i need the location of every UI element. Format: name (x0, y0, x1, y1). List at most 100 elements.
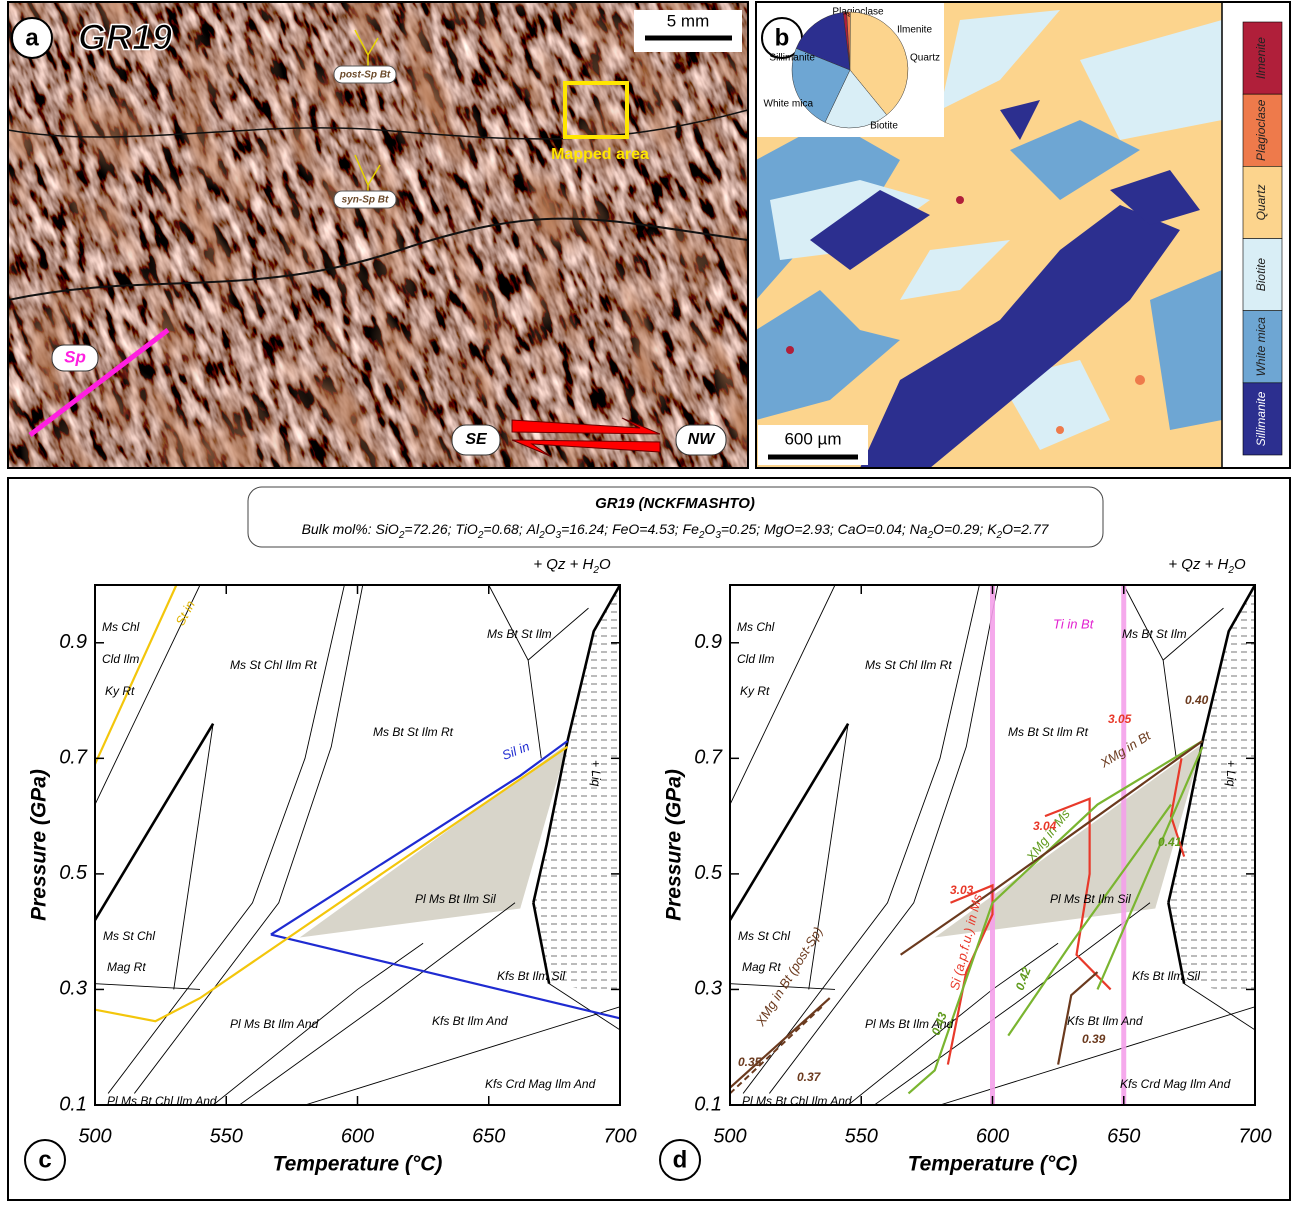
formula-part: O (599, 556, 611, 573)
field-label: Kfs Bt Ilm Sil (497, 969, 565, 983)
field-label: Ms Chl (102, 620, 140, 634)
field-label: Ms Chl (737, 620, 775, 634)
y-tick-label: 0.9 (694, 631, 722, 653)
y-axis-title: Pressure (GPa) (663, 769, 686, 921)
y-tick-label: 0.1 (59, 1093, 87, 1115)
legend-label: Sillimanite (1254, 391, 1268, 446)
field-label: Kfs Bt Ilm And (432, 1014, 508, 1028)
panel-label: b (775, 24, 790, 51)
field-label: Cld Ilm (737, 652, 774, 666)
pie-label: Biotite (870, 121, 898, 132)
x-tick-label: 600 (341, 1125, 374, 1147)
legend-label: Biotite (1254, 258, 1268, 292)
y-tick-label: 0.3 (59, 978, 87, 1000)
callout-text: post-Sp Bt (339, 70, 391, 81)
y-tick-label: 0.3 (694, 978, 722, 1000)
field-label: Ms St Chl (103, 929, 155, 943)
phase-boundary (95, 984, 200, 990)
legend-label: Plagioclase (1254, 99, 1268, 161)
header-title: GR19 (NCKFMASHTO) (595, 495, 755, 512)
field-label: Kfs Crd Mag Ilm And (1120, 1077, 1231, 1091)
formula-part: =0.68; (483, 521, 522, 537)
formula-part: =16.24; (561, 521, 608, 537)
field-label: Kfs Crd Mag Ilm And (485, 1077, 596, 1091)
y-tick-label: 0.5 (694, 862, 723, 884)
pie-label: White mica (764, 99, 814, 110)
field-label: Pl Ms Bt Ilm Sil (1050, 892, 1131, 906)
x-axis-title: Temperature (°C) (273, 1153, 443, 1176)
x-tick-label: 500 (78, 1125, 111, 1147)
field-label: Kfs Bt Ilm Sil (1132, 969, 1200, 983)
phase-boundary (874, 903, 1150, 1105)
x-tick-label: 550 (210, 1125, 243, 1147)
pie-label: Ilmenite (897, 25, 932, 36)
phase-boundary (95, 724, 213, 920)
annotation: 0.42 (1013, 965, 1034, 992)
scale-label: 5 mm (667, 11, 710, 30)
sample-name: GR19 (78, 17, 172, 58)
shear-label: NW (688, 431, 717, 448)
formula-part: O (1234, 556, 1246, 573)
field-label: Ky Rt (105, 684, 135, 698)
y-tick-label: 0.5 (59, 862, 88, 884)
phase-boundary (730, 724, 848, 920)
field-label: + Liq (1224, 760, 1238, 787)
panel-label: a (25, 24, 39, 51)
y-tick-label: 0.9 (59, 631, 87, 653)
y-tick-label: 0.7 (59, 747, 88, 769)
panel-label: d (673, 1146, 688, 1173)
callout-text: syn-Sp Bt (342, 195, 389, 206)
pie-label: Quartz (910, 53, 940, 64)
annotation: 3.05 (1108, 712, 1132, 726)
legend-label: Quartz (1254, 184, 1268, 220)
phase-boundary (95, 585, 176, 764)
formula-part: Na (910, 521, 928, 537)
field-label: Pl Ms Bt Chl Ilm And (107, 1094, 217, 1108)
phase-diagram-d: 5005506006507000.10.30.50.70.9Temperatur… (660, 556, 1272, 1180)
panel-label: c (38, 1146, 51, 1173)
field-label: Ky Rt (740, 684, 770, 698)
formula-part: FeO=4.53; (612, 521, 679, 537)
x-tick-label: 550 (845, 1125, 878, 1147)
field-label: Ms Bt St Ilm Rt (1008, 725, 1089, 739)
annotation: 3.04 (1033, 819, 1057, 833)
field-label: Ms Bt St Ilm Rt (373, 725, 454, 739)
mapped-area-label: Mapped area (551, 146, 649, 163)
phase-boundary (174, 724, 213, 990)
formula-part: O=2.77 (1002, 521, 1050, 537)
annotation: 0.40 (1185, 693, 1209, 707)
annotation: Ti in Bt (1053, 616, 1095, 631)
phase-boundary (1124, 585, 1177, 758)
annotation: Sil in (500, 739, 532, 763)
field-label: Ms Bt St Ilm (1122, 627, 1187, 641)
formula-part: =0.25; (721, 521, 760, 537)
x-tick-label: 650 (1107, 1125, 1140, 1147)
formula-part: + Qz + H (1168, 556, 1228, 573)
x-tick-label: 500 (713, 1125, 746, 1147)
assemblage-note: + Qz + H2O (1168, 556, 1246, 576)
formula-part: O=0.29; (933, 521, 983, 537)
annotation: 0.37 (797, 1070, 822, 1084)
scale-label: 600 µm (784, 429, 841, 448)
plot-area (95, 585, 620, 1105)
phase-boundary (239, 903, 515, 1105)
y-tick-label: 0.7 (694, 747, 723, 769)
annotation: 0.41 (1158, 835, 1182, 849)
formula-part: Fe (683, 521, 700, 537)
field-label: Mag Rt (107, 960, 146, 974)
x-tick-label: 650 (472, 1125, 505, 1147)
field-label: Cld Ilm (102, 652, 139, 666)
x-tick-label: 600 (976, 1125, 1009, 1147)
legend-label: Ilmenite (1254, 37, 1268, 79)
annotation: 0.39 (1082, 1032, 1106, 1046)
field-label: + Liq (589, 760, 603, 787)
field-label: Ms St Chl (738, 929, 790, 943)
pie-label: Sillimanite (769, 53, 815, 64)
formula-part: O (704, 521, 715, 537)
annotation: St in (172, 598, 197, 628)
field-label: Ms Bt St Ilm (487, 627, 552, 641)
formula-part: Al (526, 521, 540, 537)
bulk-prefix: Bulk mol%: (302, 521, 372, 537)
